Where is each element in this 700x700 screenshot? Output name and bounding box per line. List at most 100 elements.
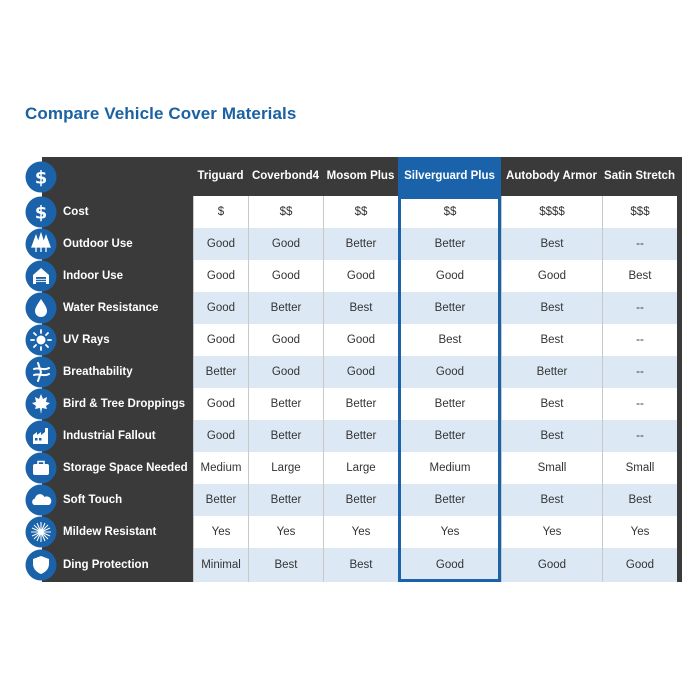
cell-ding-protection-0: Minimal xyxy=(193,548,248,582)
cell-outdoor-use-0: Good xyxy=(193,228,248,260)
row-label-industrial-fallout: Industrial Fallout xyxy=(63,430,156,442)
leaf-icon xyxy=(25,388,57,420)
cell-cost-5: $$$ xyxy=(602,196,677,228)
row-label-mildew-resistant: Mildew Resistant xyxy=(63,526,157,538)
row-label-storage-space-needed: Storage Space Needed xyxy=(63,462,188,474)
cell-ding-protection-4: Good xyxy=(501,548,602,582)
cell-mildew-resistant-2: Yes xyxy=(323,516,398,548)
cell-storage-space-needed-3: Medium xyxy=(398,452,501,484)
cell-indoor-use-2: Good xyxy=(323,260,398,292)
cell-ding-protection-2: Best xyxy=(323,548,398,582)
column-header-coverbond4: Coverbond4 xyxy=(251,170,320,182)
cell-bird-tree-droppings-2: Better xyxy=(323,388,398,420)
cell-industrial-fallout-4: Best xyxy=(501,420,602,452)
suitcase-icon xyxy=(25,452,57,484)
cell-water-resistance-3: Better xyxy=(398,292,501,324)
cell-soft-touch-1: Better xyxy=(248,484,323,516)
column-header-triguard: Triguard xyxy=(197,170,244,182)
cell-indoor-use-0: Good xyxy=(193,260,248,292)
cell-outdoor-use-3: Better xyxy=(398,228,501,260)
cell-breathability-2: Good xyxy=(323,356,398,388)
cell-uv-rays-0: Good xyxy=(193,324,248,356)
cell-storage-space-needed-1: Large xyxy=(248,452,323,484)
row-label-uv-rays: UV Rays xyxy=(63,334,110,346)
cell-storage-space-needed-4: Small xyxy=(501,452,602,484)
garage-icon xyxy=(25,260,57,292)
row-label-water-resistance: Water Resistance xyxy=(63,302,159,314)
cell-uv-rays-5: -- xyxy=(602,324,677,356)
cell-water-resistance-2: Best xyxy=(323,292,398,324)
wind-icon xyxy=(25,356,57,388)
cell-ding-protection-3: Good xyxy=(398,548,501,582)
cell-water-resistance-4: Best xyxy=(501,292,602,324)
dollar-icon: $ xyxy=(25,161,57,193)
cell-outdoor-use-4: Best xyxy=(501,228,602,260)
cell-mildew-resistant-3: Yes xyxy=(398,516,501,548)
cell-indoor-use-4: Good xyxy=(501,260,602,292)
cell-bird-tree-droppings-5: -- xyxy=(602,388,677,420)
row-label-indoor-use: Indoor Use xyxy=(63,270,124,282)
cell-breathability-1: Good xyxy=(248,356,323,388)
cell-cost-4: $$$$ xyxy=(501,196,602,228)
trees-icon xyxy=(25,228,57,260)
cell-outdoor-use-2: Better xyxy=(323,228,398,260)
mildew-icon xyxy=(25,516,57,548)
cell-cost-2: $$ xyxy=(323,196,398,228)
cell-industrial-fallout-2: Better xyxy=(323,420,398,452)
cell-indoor-use-5: Best xyxy=(602,260,677,292)
cell-indoor-use-3: Good xyxy=(398,260,501,292)
cell-storage-space-needed-2: Large xyxy=(323,452,398,484)
row-label-ding-protection: Ding Protection xyxy=(63,559,149,571)
cell-soft-touch-0: Better xyxy=(193,484,248,516)
cell-cost-1: $$ xyxy=(248,196,323,228)
cell-storage-space-needed-5: Small xyxy=(602,452,677,484)
cell-water-resistance-5: -- xyxy=(602,292,677,324)
svg-text:$: $ xyxy=(35,203,48,224)
cell-water-resistance-0: Good xyxy=(193,292,248,324)
shield-icon xyxy=(25,549,57,581)
cell-bird-tree-droppings-4: Best xyxy=(501,388,602,420)
cell-uv-rays-2: Good xyxy=(323,324,398,356)
cell-cost-0: $ xyxy=(193,196,248,228)
cell-ding-protection-5: Good xyxy=(602,548,677,582)
cell-water-resistance-1: Better xyxy=(248,292,323,324)
cell-uv-rays-4: Best xyxy=(501,324,602,356)
column-header-satin-stretch: Satin Stretch xyxy=(604,170,675,182)
water-drop-icon xyxy=(25,292,57,324)
cell-breathability-4: Better xyxy=(501,356,602,388)
cell-mildew-resistant-4: Yes xyxy=(501,516,602,548)
cell-industrial-fallout-5: -- xyxy=(602,420,677,452)
cell-breathability-3: Good xyxy=(398,356,501,388)
row-label-soft-touch: Soft Touch xyxy=(63,494,123,506)
cell-mildew-resistant-1: Yes xyxy=(248,516,323,548)
cell-outdoor-use-1: Good xyxy=(248,228,323,260)
cell-soft-touch-3: Better xyxy=(398,484,501,516)
cell-breathability-5: -- xyxy=(602,356,677,388)
cell-soft-touch-4: Best xyxy=(501,484,602,516)
cell-breathability-0: Better xyxy=(193,356,248,388)
cell-mildew-resistant-5: Yes xyxy=(602,516,677,548)
cell-industrial-fallout-0: Good xyxy=(193,420,248,452)
column-header-silverguard-plus: Silverguard Plus xyxy=(404,170,495,182)
cell-indoor-use-1: Good xyxy=(248,260,323,292)
highlight-header-bg xyxy=(398,157,501,196)
cell-uv-rays-3: Best xyxy=(398,324,501,356)
row-label-cost: Cost xyxy=(63,206,89,218)
svg-text:$: $ xyxy=(35,168,48,189)
comparison-table: $ Triguard Coverbond4 Mosom Plus Silverguard… xyxy=(25,157,682,582)
cell-industrial-fallout-3: Better xyxy=(398,420,501,452)
cell-bird-tree-droppings-0: Good xyxy=(193,388,248,420)
cell-bird-tree-droppings-3: Better xyxy=(398,388,501,420)
cell-cost-3: $$ xyxy=(398,196,501,228)
cell-soft-touch-2: Better xyxy=(323,484,398,516)
sun-icon xyxy=(25,324,57,356)
cell-ding-protection-1: Best xyxy=(248,548,323,582)
cloud-icon xyxy=(25,484,57,516)
column-header-autobody-armor: Autobody Armor xyxy=(506,170,597,182)
cell-storage-space-needed-0: Medium xyxy=(193,452,248,484)
dollar-icon: $ xyxy=(25,196,57,228)
row-label-bird-tree-droppings: Bird & Tree Droppings xyxy=(63,398,186,410)
row-label-breathability: Breathability xyxy=(63,366,133,378)
cell-mildew-resistant-0: Yes xyxy=(193,516,248,548)
cell-uv-rays-1: Good xyxy=(248,324,323,356)
